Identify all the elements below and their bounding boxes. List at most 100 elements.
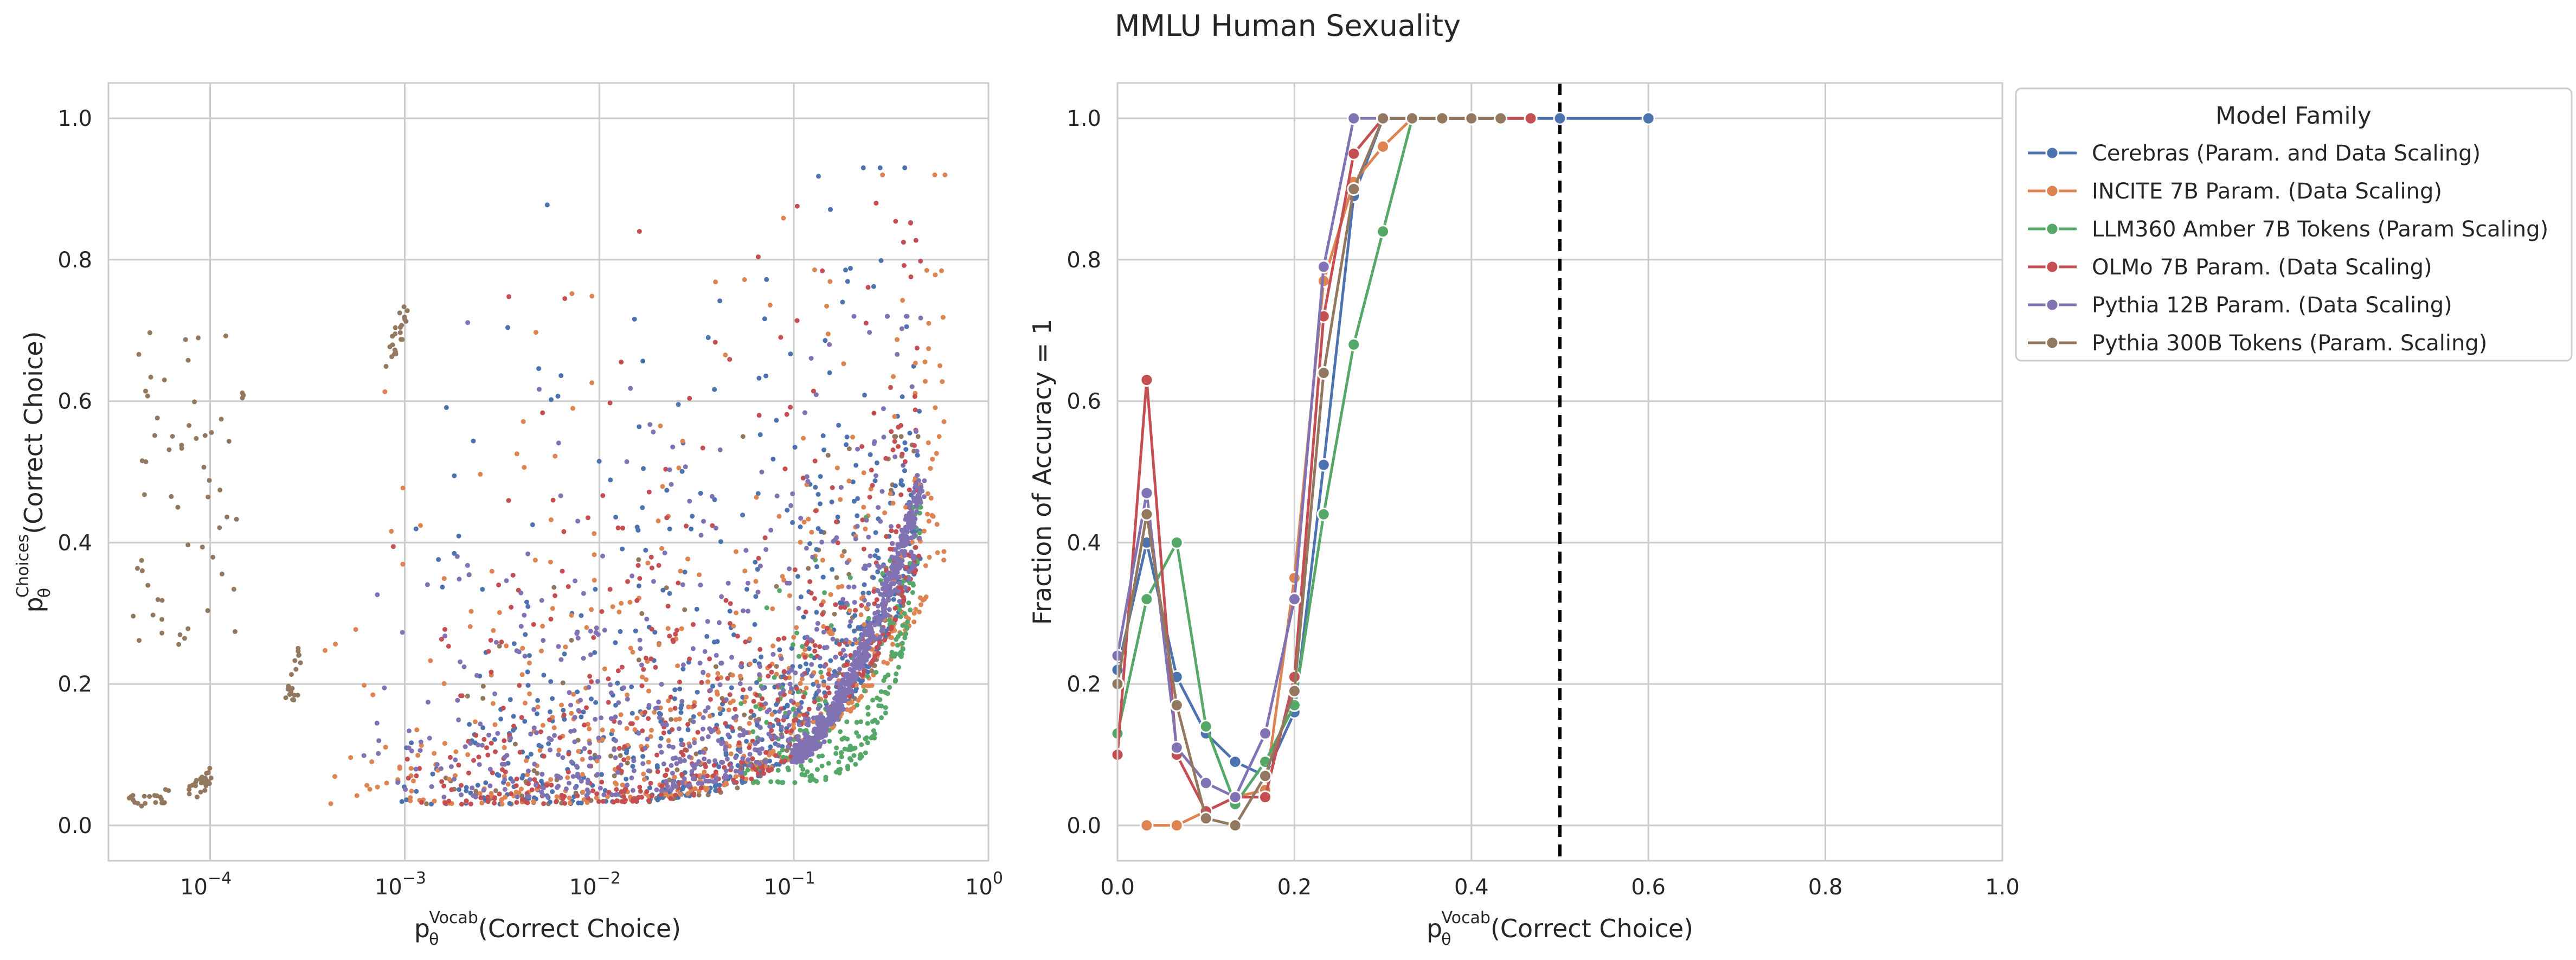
series-marker <box>1641 111 1655 125</box>
scatter-point <box>941 419 947 424</box>
scatter-point <box>868 553 873 559</box>
scatter-point <box>767 758 773 764</box>
scatter-point <box>756 413 762 418</box>
scatter-point <box>541 673 547 678</box>
scatter-point <box>517 750 523 755</box>
scatter-point <box>786 744 791 750</box>
scatter-point <box>808 637 813 642</box>
scatter-point <box>684 523 689 529</box>
legend-swatch-marker <box>2045 298 2059 312</box>
scatter-point <box>666 744 672 749</box>
scatter-point <box>844 719 850 725</box>
scatter-point <box>851 498 857 504</box>
scatter-point <box>780 574 785 579</box>
scatter-point <box>767 707 772 713</box>
scatter-point <box>845 737 850 742</box>
scatter-point <box>895 643 900 648</box>
scatter-point <box>616 746 622 751</box>
scatter-point <box>668 796 673 801</box>
scatter-point <box>749 776 754 782</box>
scatter-point <box>147 794 152 799</box>
figure-title: MMLU Human Sexuality <box>1115 9 1461 43</box>
scatter-point <box>801 694 806 700</box>
scatter-point <box>872 553 878 559</box>
scatter-point <box>827 279 833 284</box>
scatter-point <box>811 719 816 725</box>
scatter-point <box>904 626 910 631</box>
scatter-point <box>634 799 639 804</box>
scatter-point <box>556 440 561 446</box>
scatter-point <box>638 789 643 794</box>
scatter-point <box>185 357 191 363</box>
scatter-point <box>656 699 661 705</box>
scatter-point <box>774 664 779 669</box>
scatter-point <box>717 711 723 716</box>
scatter-point <box>727 621 733 626</box>
scatter-point <box>670 779 676 785</box>
scatter-point <box>169 494 174 499</box>
scatter-point <box>913 238 918 243</box>
scatter-point <box>783 675 788 681</box>
scatter-point <box>485 794 490 799</box>
scatter-point <box>738 701 744 706</box>
scatter-point <box>685 556 690 562</box>
scatter-point <box>588 629 593 634</box>
scatter-point <box>809 529 814 535</box>
scatter-point <box>290 686 295 691</box>
scatter-point <box>234 516 239 522</box>
scatter-point <box>747 661 753 667</box>
scatter-point <box>531 795 537 801</box>
scatter-point <box>912 443 917 448</box>
scatter-point <box>903 631 909 637</box>
scatter-point <box>757 725 763 730</box>
scatter-point <box>774 584 779 589</box>
scatter-point <box>658 792 664 797</box>
scatter-point <box>369 759 375 764</box>
scatter-point <box>674 761 679 766</box>
scatter-point <box>456 763 461 768</box>
scatter-point <box>768 779 774 784</box>
scatter-point <box>757 664 763 669</box>
scatter-point <box>619 600 624 606</box>
scatter-point <box>846 584 851 590</box>
scatter-point <box>579 714 584 720</box>
scatter-point <box>531 799 536 804</box>
scatter-point <box>826 760 831 766</box>
scatter-point <box>667 591 672 596</box>
scatter-point <box>584 625 589 630</box>
scatter-point <box>390 334 395 339</box>
scatter-point <box>458 659 463 664</box>
scatter-point <box>489 568 494 574</box>
scatter-point <box>468 801 473 807</box>
scatter-point <box>766 674 771 679</box>
scatter-point <box>526 794 532 799</box>
scatter-point <box>539 771 545 777</box>
scatter-point <box>679 626 684 631</box>
scatter-point <box>519 797 525 802</box>
scatter-point <box>499 639 504 645</box>
scatter-point <box>492 722 498 727</box>
scatter-point <box>828 658 833 663</box>
scatter-point <box>510 573 516 578</box>
scatter-point <box>713 526 718 531</box>
series-marker <box>1287 571 1301 585</box>
scatter-point <box>518 590 524 596</box>
scatter-point <box>548 777 554 782</box>
scatter-point <box>875 604 881 609</box>
scatter-point <box>911 619 917 625</box>
scatter-point <box>806 707 812 712</box>
scatter-point <box>636 731 641 736</box>
scatter-point <box>767 768 772 773</box>
scatter-point <box>646 798 651 803</box>
scatter-point <box>497 610 502 615</box>
scatter-point <box>636 583 641 588</box>
scatter-point <box>848 653 853 658</box>
line-y-tick-label: 1.0 <box>1067 106 1101 131</box>
scatter-point <box>177 632 183 637</box>
scatter-point <box>873 530 878 535</box>
scatter-point <box>816 688 821 694</box>
scatter-point <box>887 684 892 690</box>
scatter-point <box>508 735 513 741</box>
scatter-point <box>699 680 704 685</box>
scatter-point <box>139 558 144 563</box>
